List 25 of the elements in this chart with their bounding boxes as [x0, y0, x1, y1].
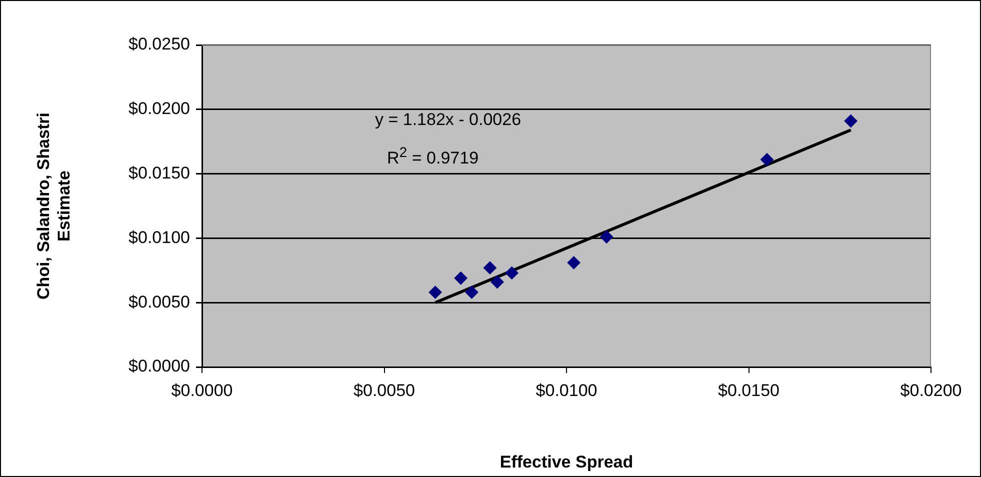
- y-tick-label: $0.0050: [128, 292, 190, 312]
- x-tick-label: $0.0100: [536, 380, 598, 400]
- x-tick-label: $0.0050: [354, 380, 415, 400]
- x-axis-title: Effective Spread: [500, 452, 634, 472]
- y-tick-label: $0.0150: [128, 163, 190, 182]
- y-tick-label: $0.0250: [128, 34, 190, 54]
- point: [454, 272, 468, 285]
- point: [428, 286, 442, 299]
- y-tick-label: $0.0100: [128, 228, 190, 247]
- point: [483, 261, 496, 274]
- annotation: R$^{2}$ = 0.9719: [387, 145, 479, 169]
- x-tick-label: $0.0200: [900, 380, 962, 400]
- x-tick-label: $0.0150: [718, 380, 780, 400]
- point: [760, 153, 774, 166]
- x-tick-label: $0.0000: [171, 380, 233, 400]
- point: [567, 256, 580, 270]
- y-tick-label: $0.0000: [128, 356, 190, 376]
- annotation: y = 1.182x - 0.0026: [375, 110, 522, 130]
- point: [600, 230, 614, 244]
- y-tick-label: $0.0200: [128, 99, 190, 118]
- point: [465, 286, 478, 299]
- y-axis-title: Choi, Salandro, Shastri Estimate: [34, 112, 74, 300]
- point: [844, 114, 858, 128]
- point: [505, 266, 518, 280]
- point: [490, 275, 504, 288]
